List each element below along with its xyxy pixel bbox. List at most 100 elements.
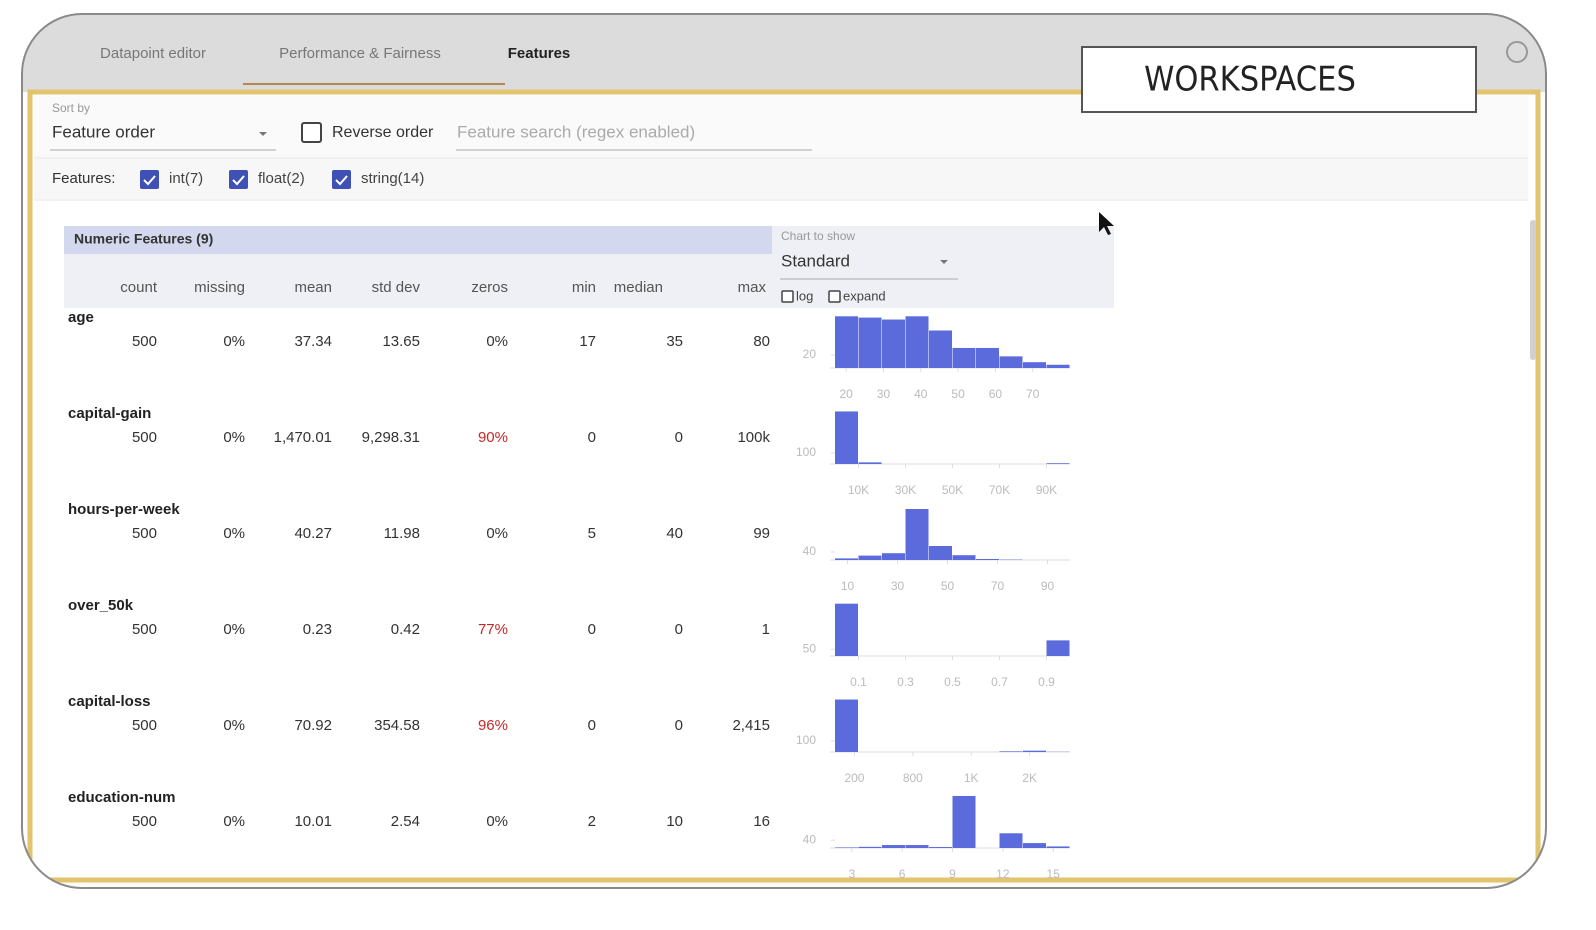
x-tick-label: 90K [1036,483,1057,497]
check-mark [143,175,156,186]
stat-value: 9,298.31 [362,429,420,446]
x-tick-label: 2K [1022,771,1037,785]
x-tick-label: 0.5 [944,675,961,689]
tab[interactable]: Datapoint editor [100,45,206,62]
checkbox[interactable] [828,290,841,303]
histogram-bar [952,555,976,560]
stat-value: 500 [132,717,157,734]
stat-value: 2,415 [732,717,770,734]
histogram-bar [835,699,858,752]
stat-value: 96% [478,717,508,734]
histogram-bar [858,317,882,368]
mouse-cursor [1099,212,1114,235]
sort-value[interactable]: Feature order [52,122,155,141]
column-header: missing [194,279,245,296]
stat-value: 1,470.01 [274,429,332,446]
workspace-frame [27,89,1541,883]
stat-value: 80 [753,333,770,350]
y-tick-label: 100 [796,445,816,459]
tab[interactable]: Features [508,45,571,62]
histogram-bar [976,559,999,560]
x-tick-label: 60 [989,387,1003,401]
overlay-box [1081,46,1477,113]
histogram-bar [1046,364,1070,368]
stat-value: 99 [753,525,770,542]
stat-value: 1 [762,621,770,638]
chart-option: log [796,288,813,303]
stat-value: 37.34 [294,333,332,350]
checkbox[interactable] [301,122,322,143]
stat-value: 0% [223,621,245,638]
y-tick-label: 100 [796,733,816,747]
tab[interactable]: Performance & Fairness [279,45,441,62]
chart-control-value[interactable]: Standard [781,251,850,270]
filter-bar [34,159,1528,199]
feature-name: capital-gain [68,405,151,422]
stat-value: 0% [223,429,245,446]
chart-control-label: Chart to show [781,229,855,243]
histogram-bar [905,845,929,848]
stat-value: 500 [132,333,157,350]
y-tick-label: 40 [803,832,817,846]
x-tick-label: 0.9 [1038,675,1055,689]
histogram-bar [952,795,976,848]
x-tick-label: 20 [840,387,854,401]
histogram-bar [929,330,952,368]
histogram-bar [1023,750,1046,752]
stat-value: 13.65 [382,333,420,350]
x-tick-label: 800 [903,771,923,785]
dropdown-arrow [940,260,948,264]
stat-value: 0 [588,717,596,734]
feature-type-option: float(2) [258,170,305,187]
checkbox[interactable] [229,170,248,189]
stat-value: 0% [223,333,245,350]
histogram-bar [858,846,882,848]
x-tick-label: 30 [877,387,891,401]
stat-value: 40.27 [294,525,332,542]
x-tick-label: 90 [1041,579,1055,593]
x-tick-label: 6 [899,867,906,881]
checkbox[interactable] [140,170,159,189]
x-tick-label: 70 [991,579,1005,593]
column-header: count [120,279,158,296]
histogram-bar [1046,846,1070,848]
check-mark [232,175,245,186]
column-header: min [572,279,596,296]
histogram-bar [905,316,929,368]
x-tick-label: 70K [989,483,1010,497]
x-tick-label: 0.1 [850,675,867,689]
histogram-bar [952,347,976,368]
histogram-bar [976,347,999,368]
histogram-bar [905,509,929,560]
stat-value: 0% [223,813,245,830]
scrollbar [1530,220,1536,360]
stat-value: 0% [223,525,245,542]
column-header-bg [64,254,772,308]
stat-value: 17 [579,333,596,350]
x-tick-label: 30K [895,483,916,497]
checkbox[interactable] [781,290,794,303]
window-border [21,13,1547,889]
x-tick-label: 10 [841,579,855,593]
x-tick-label: 15 [1047,867,1061,881]
stat-value: 77% [478,621,508,638]
chart-option: expand [843,288,886,303]
stat-value: 0% [486,333,508,350]
overlay-label: WORKSPACES [1144,60,1356,100]
stat-value: 2.54 [391,813,420,830]
x-tick-label: 70 [1026,387,1040,401]
x-tick-label: 0.7 [991,675,1008,689]
histogram-bar [835,558,858,560]
x-tick-label: 30 [891,579,905,593]
checkbox[interactable] [332,170,351,189]
search-input[interactable]: Feature search (regex enabled) [457,122,695,141]
table-title: Numeric Features (9) [74,231,213,247]
x-tick-label: 40 [914,387,928,401]
stat-value: 0 [588,429,596,446]
stat-value: 2 [588,813,596,830]
x-tick-label: 3 [848,867,855,881]
stat-value: 70.92 [294,717,332,734]
help-icon[interactable] [1506,41,1528,63]
histogram-bar [929,847,952,848]
